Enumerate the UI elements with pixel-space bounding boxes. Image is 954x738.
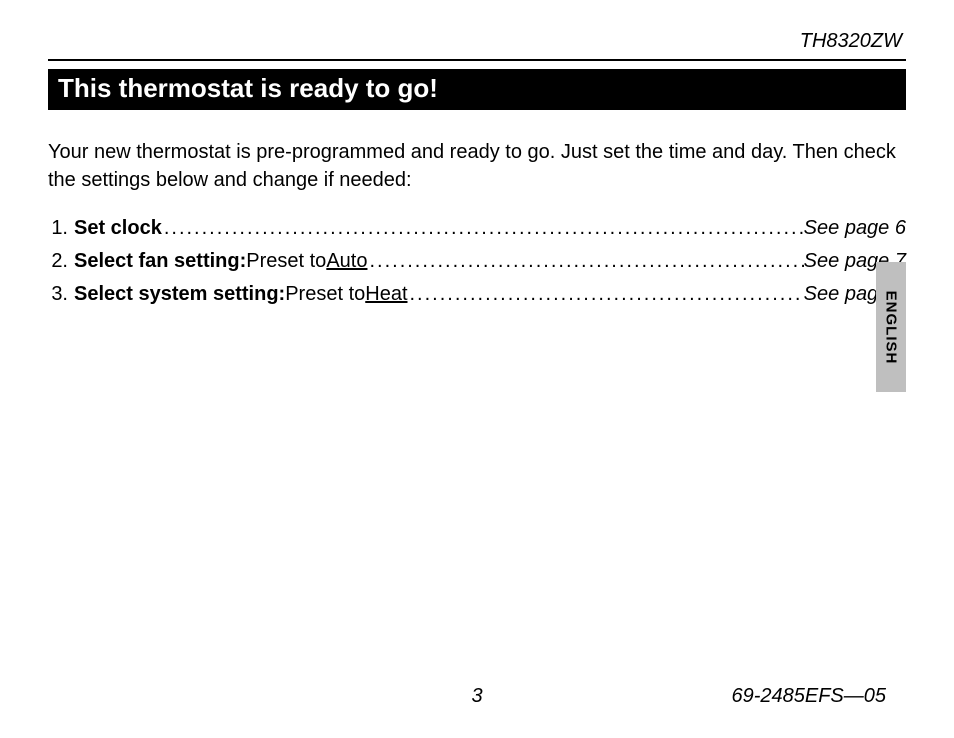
- language-tab-label: ENGLISH: [883, 290, 900, 364]
- document-number: 69-2485EFS—05: [731, 685, 886, 708]
- leader-dots: [367, 245, 803, 278]
- leader-dots: [162, 212, 804, 245]
- model-number: TH8320ZW: [48, 30, 906, 61]
- language-tab: ENGLISH: [876, 262, 906, 392]
- steps-list: 1. Set clock See page 6 2. Select fan se…: [48, 212, 906, 311]
- leader-dots: [408, 278, 804, 311]
- step-number: 2.: [48, 245, 74, 278]
- section-title-bar: This thermostat is ready to go!: [48, 69, 906, 110]
- step-item: 2. Select fan setting: Preset to Auto Se…: [48, 245, 906, 278]
- intro-paragraph: Your new thermostat is pre-programmed an…: [48, 138, 906, 194]
- step-item: 1. Set clock See page 6: [48, 212, 906, 245]
- step-extra-underlined: Heat: [365, 278, 407, 311]
- page-reference: See page 6: [804, 212, 906, 245]
- manual-page: TH8320ZW This thermostat is ready to go!…: [48, 30, 906, 708]
- step-label: Select system setting:: [74, 278, 285, 311]
- step-extra-underlined: Auto: [326, 245, 367, 278]
- page-footer: 3 69-2485EFS—05: [48, 685, 906, 708]
- page-number: 3: [471, 685, 482, 708]
- step-extra: Preset to: [285, 278, 365, 311]
- step-number: 3.: [48, 278, 74, 311]
- step-extra: Preset to: [246, 245, 326, 278]
- step-label: Set clock: [74, 212, 162, 245]
- step-number: 1.: [48, 212, 74, 245]
- step-item: 3. Select system setting: Preset to Heat…: [48, 278, 906, 311]
- step-label: Select fan setting:: [74, 245, 246, 278]
